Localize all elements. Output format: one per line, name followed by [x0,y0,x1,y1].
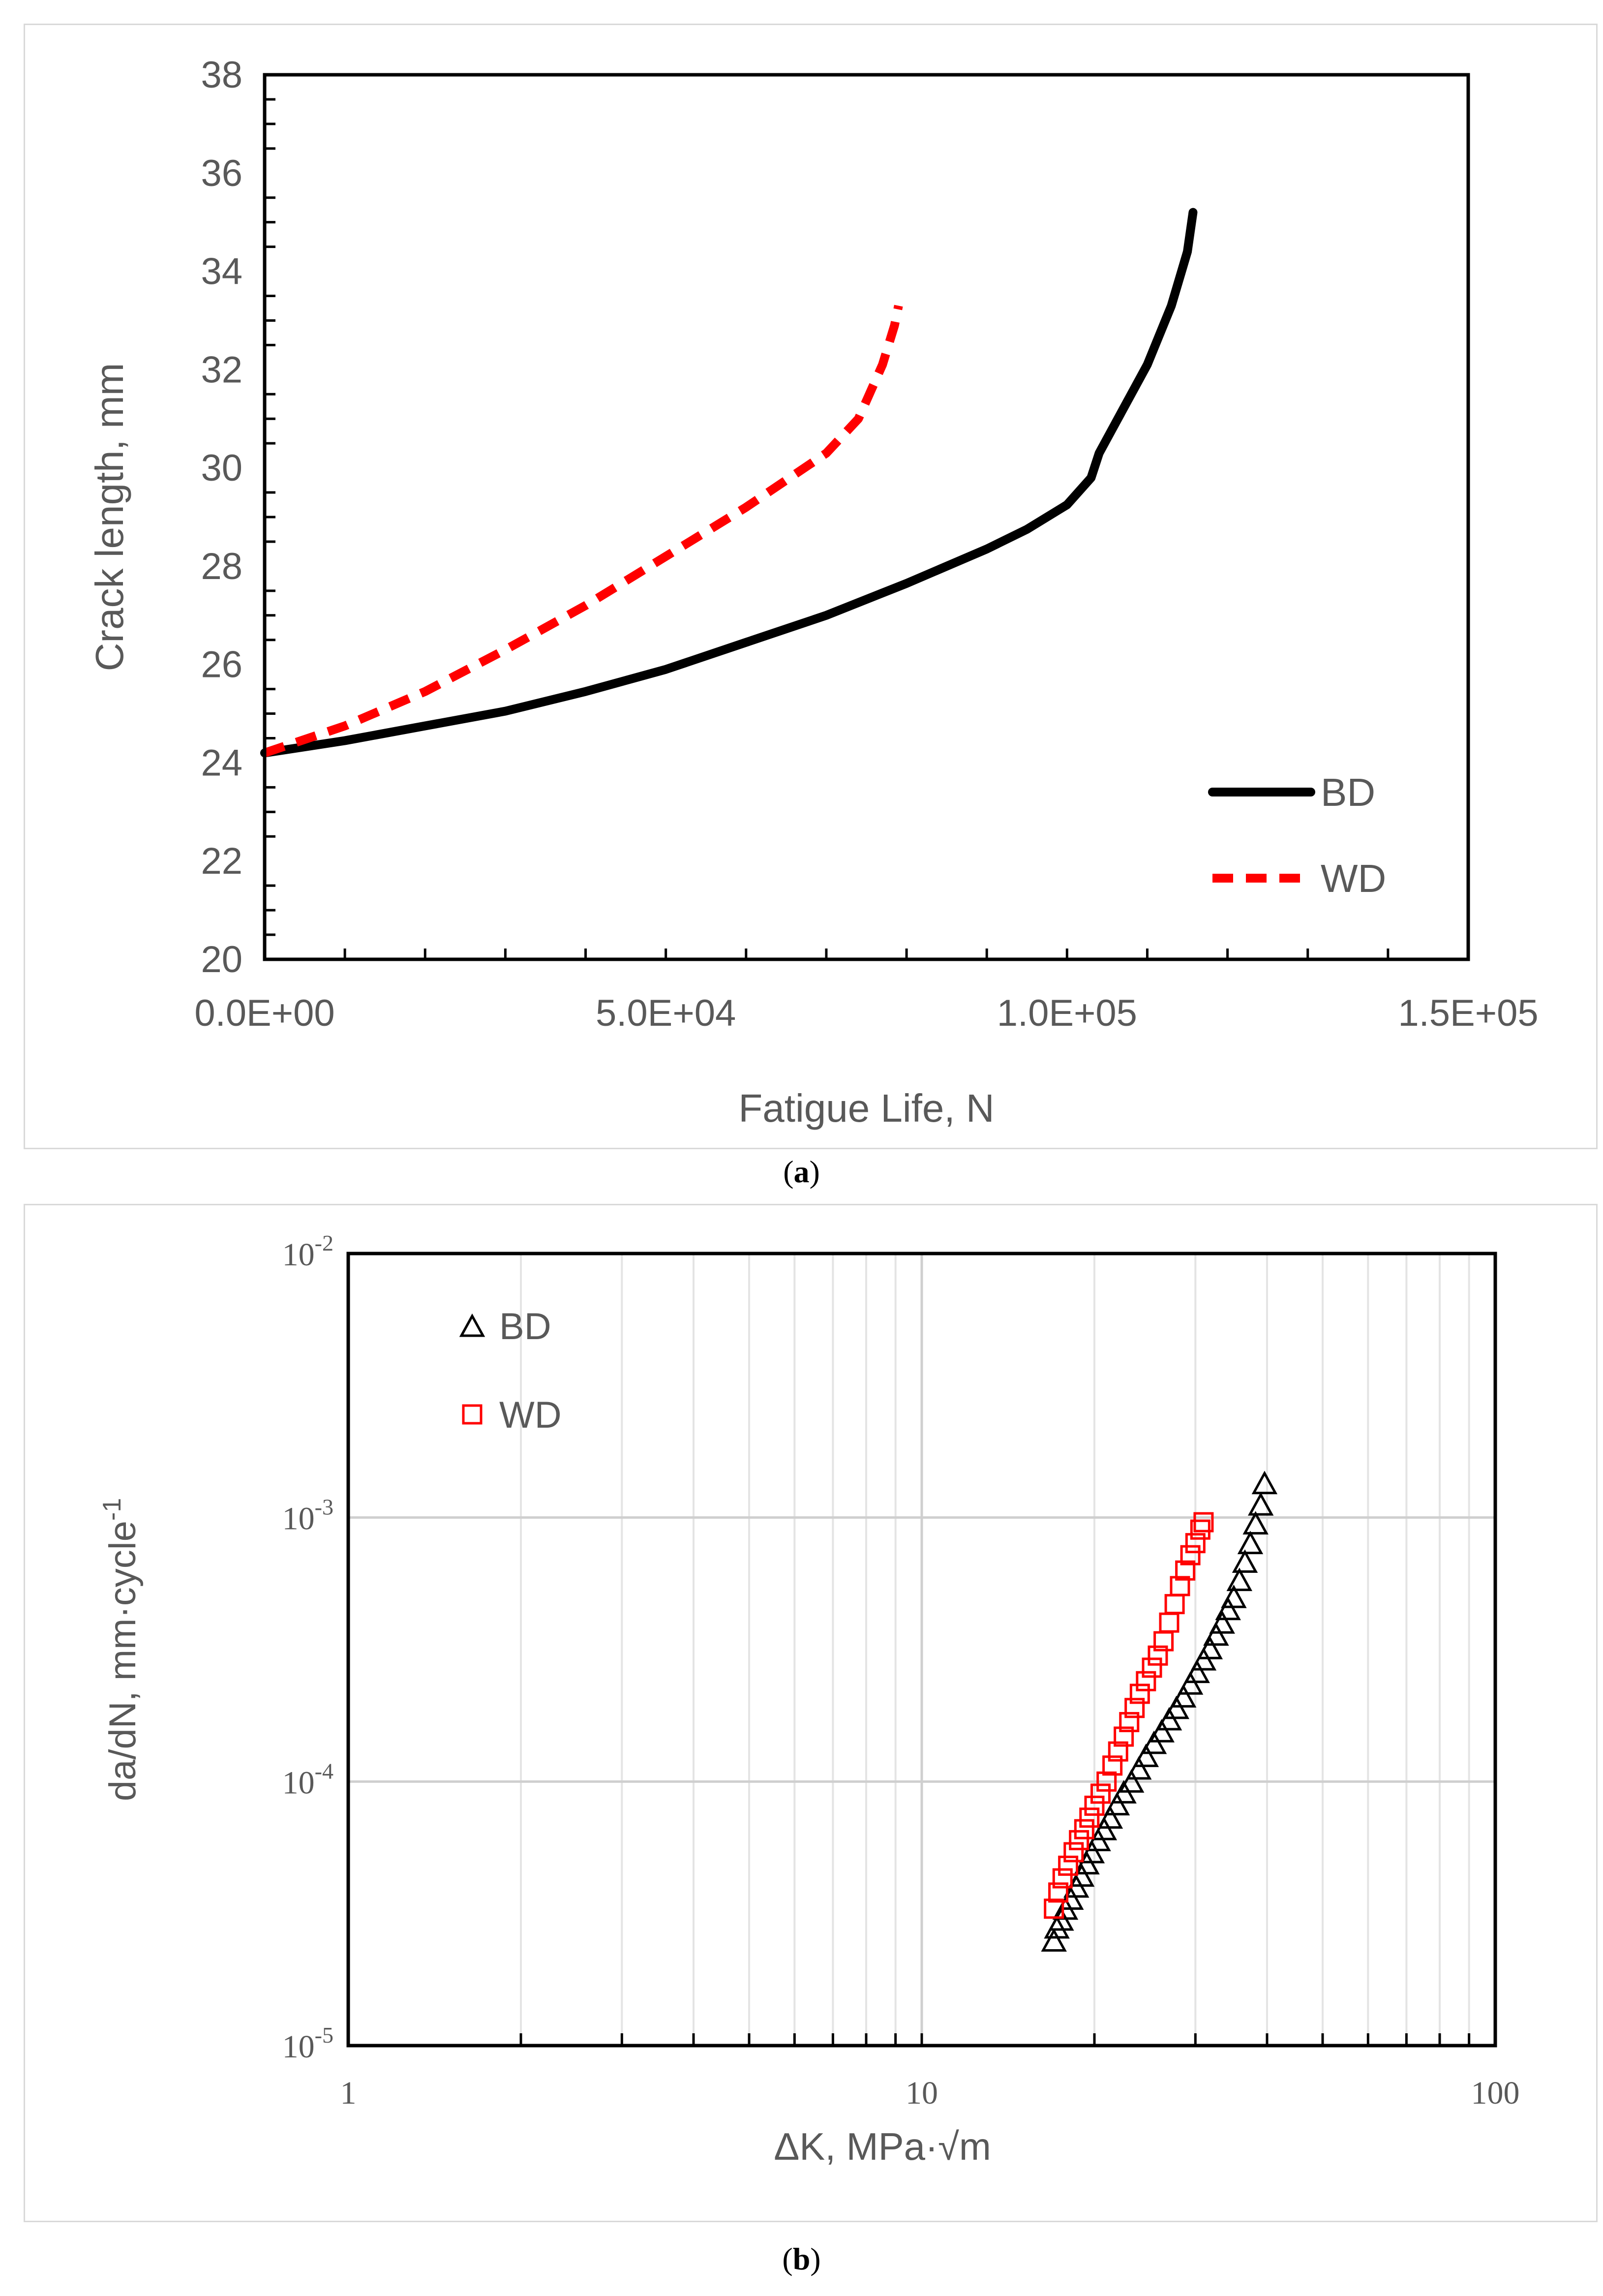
panel-a-frame [24,24,1598,1149]
data-point-bd [1141,1730,1167,1754]
data-point-wd [1180,1545,1201,1565]
legend-label-wd: WD [1321,857,1386,900]
data-point-bd [1058,1886,1084,1910]
caption-a: (a) [783,1154,820,1189]
data-point-wd [1185,1533,1206,1554]
plot-area-border-b [346,1252,1497,2048]
x-tick-label: 100 [1471,2075,1520,2111]
data-point-wd [1102,1755,1123,1776]
data-point-wd [1119,1712,1140,1732]
x-tick-label: 1.5E+05 [1398,992,1538,1034]
data-point-wd [1063,1842,1084,1863]
data-point-bd [1133,1744,1159,1767]
data-point-bd [1226,1567,1253,1592]
data-point-bd [1242,1511,1269,1535]
data-point-bd [1197,1636,1223,1659]
data-point-bd [1125,1756,1152,1780]
y-axis-label: Crack length, mm [88,363,131,672]
data-point-bd [1170,1684,1197,1708]
x-axis-label: ΔK, MPa·√m [774,2125,991,2168]
data-point-bd [1203,1622,1229,1646]
data-point-bd [1074,1851,1100,1875]
legend-label-bd: BD [1321,770,1375,814]
data-point-bd [1177,1671,1204,1695]
series-line-bd [260,208,1198,758]
x-tick-label: 0.0E+00 [194,992,334,1034]
data-point-wd [1048,1882,1069,1903]
data-point-bd [1041,1928,1067,1952]
y-tick-label: 10-3 [282,1495,333,1537]
panel-a-line-chart: 20 22 24 26 28 30 32 34 36 38 0.0E+00 5.0E+04 1.0E+0… [88,54,1539,1130]
data-point-bd [1221,1585,1247,1608]
data-point-bd [1209,1610,1235,1634]
data-point-wd [1044,1898,1064,1919]
y-tick-label: 10-4 [282,1758,333,1801]
data-point-wd [1148,1645,1168,1666]
data-point-wd [1084,1795,1105,1816]
data-point-wd [1058,1855,1079,1876]
data-point-bd [1215,1596,1241,1621]
data-point-bd [1156,1707,1182,1731]
legend-marker-wd [462,1404,483,1425]
data-point-wd [1136,1671,1156,1691]
data-point-wd [1190,1519,1210,1540]
y-tick-label: 32 [201,349,242,391]
y-tick-label: 38 [201,54,242,96]
x-tick-label: 1 [340,2075,357,2111]
data-point-wd [1170,1576,1190,1596]
data-point-bd [1251,1470,1278,1495]
data-point-wd [1164,1594,1185,1615]
data-point-bd [1247,1492,1274,1516]
y-tick-label: 30 [201,447,242,489]
y-tick-label: 28 [201,546,242,587]
panel-b-frame [24,1204,1598,2222]
data-point-wd [1193,1512,1214,1532]
series-line-wd [263,305,903,757]
data-point-bd [1163,1695,1189,1719]
x-tick-label: 1.0E+05 [997,992,1137,1034]
plot-area-border-a [263,73,1470,961]
data-point-wd [1175,1560,1196,1581]
legend-marker-bd [459,1313,485,1337]
legend-label-bd: BD [499,1306,551,1347]
data-point-wd [1074,1819,1094,1839]
data-point-bd [1118,1769,1145,1793]
caption-b: (b) [782,2241,821,2276]
y-tick-label: 26 [201,644,242,686]
data-point-bd [1232,1549,1258,1573]
data-point-wd [1096,1771,1117,1792]
data-point-wd [1124,1698,1145,1718]
legend-label-wd: WD [499,1394,562,1436]
data-point-bd [1149,1719,1175,1743]
x-tick-label: 5.0E+04 [596,992,736,1034]
data-point-bd [1091,1816,1118,1840]
y-tick-label: 10-2 [282,1230,333,1273]
data-point-wd [1069,1830,1089,1850]
data-point-bd [1097,1805,1123,1829]
y-tick-label: 24 [201,742,242,784]
data-point-bd [1104,1792,1130,1816]
data-point-wd [1129,1684,1150,1704]
data-point-bd [1190,1647,1217,1671]
y-tick-label: 36 [201,153,242,194]
data-point-bd [1237,1531,1264,1555]
y-tick-label: 10-5 [282,2022,333,2065]
data-point-bd [1184,1659,1210,1684]
data-point-wd [1090,1783,1111,1804]
data-point-wd [1052,1868,1073,1889]
data-point-wd [1114,1726,1134,1747]
y-tick-label: 20 [201,939,242,980]
data-point-wd [1159,1612,1180,1633]
data-point-wd [1079,1807,1100,1828]
data-point-wd [1108,1741,1128,1762]
y-axis-label: da/dN, mm·cycle-1 [98,1498,144,1801]
panel-b-scatter-chart: 10-5 10-4 10-3 10-2 1 10 100 ΔK, MPa·√m da/dN, m… [98,1230,1520,2168]
x-tick-label: 10 [906,2075,938,2111]
data-point-bd [1079,1839,1105,1864]
x-axis-label: Fatigue Life, N [738,1086,994,1130]
data-point-wd [1142,1657,1162,1678]
y-tick-label: 34 [201,251,242,293]
y-tick-label: 22 [201,840,242,882]
